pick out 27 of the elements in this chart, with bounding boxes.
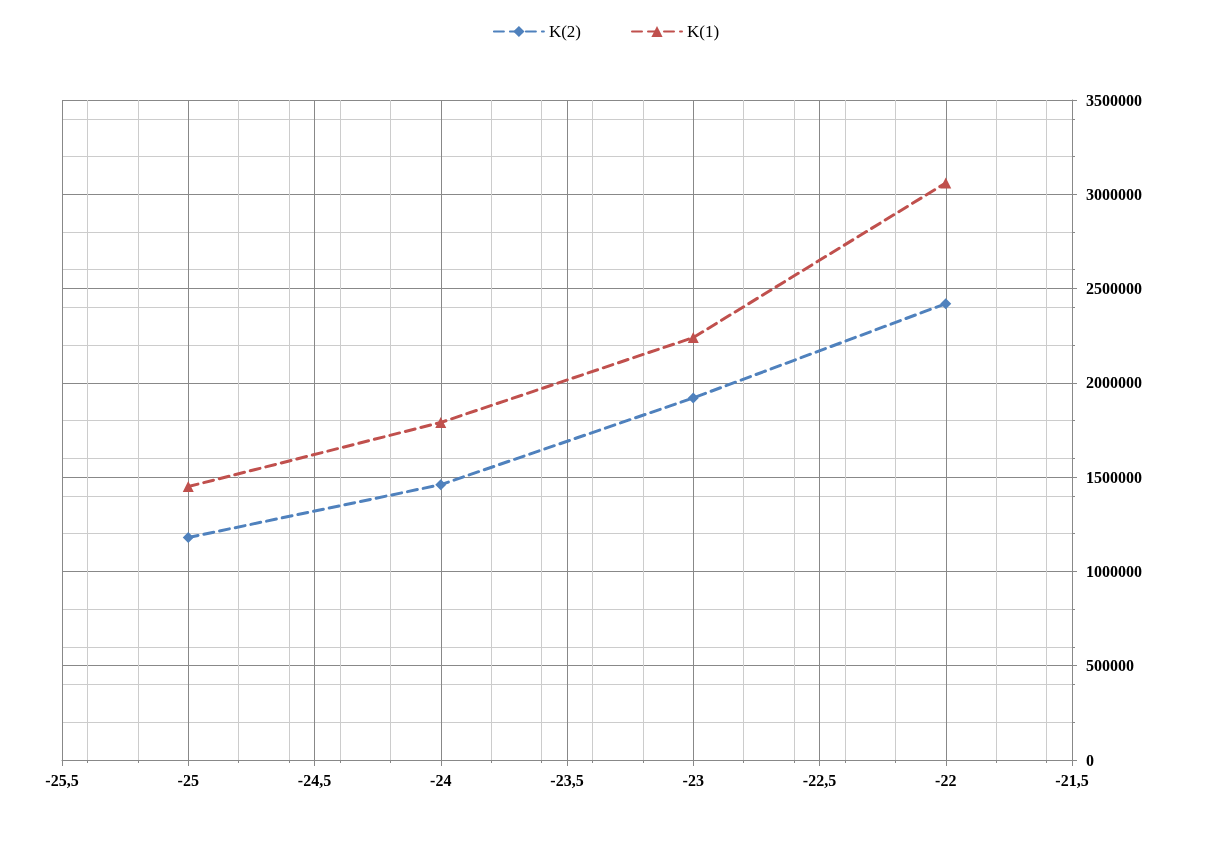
legend-label: K(1) <box>687 22 720 41</box>
x-tick-label: -25,5 <box>45 771 79 789</box>
y-tick-label: 1000000 <box>1086 562 1142 580</box>
point <box>435 479 447 491</box>
point <box>687 332 699 344</box>
point <box>435 416 447 428</box>
point <box>182 481 194 493</box>
x-tick-label: -23,5 <box>550 771 584 789</box>
y-tick-label: 500000 <box>1086 657 1134 675</box>
y-tick-label: 2000000 <box>1086 374 1142 392</box>
point <box>940 177 952 189</box>
y-tick-label: 1500000 <box>1086 468 1142 486</box>
x-tick-label: -22 <box>935 771 957 789</box>
y-tick-label: 0 <box>1086 751 1094 769</box>
x-tick-label: -24 <box>430 771 452 789</box>
point <box>687 392 699 404</box>
x-tick-label: -23 <box>682 771 704 789</box>
point <box>940 298 952 310</box>
y-tick-label: 2500000 <box>1086 280 1142 298</box>
x-tick-label: -22,5 <box>802 771 837 789</box>
y-tick-label: 3000000 <box>1086 185 1142 203</box>
y-tick-label: 3500000 <box>1086 91 1142 109</box>
point <box>182 531 194 543</box>
x-tick-label: -24,5 <box>297 771 332 789</box>
legend-label: K(2) <box>548 22 582 41</box>
x-tick-label: -21,5 <box>1055 771 1089 789</box>
x-tick-label: -25 <box>177 771 199 789</box>
